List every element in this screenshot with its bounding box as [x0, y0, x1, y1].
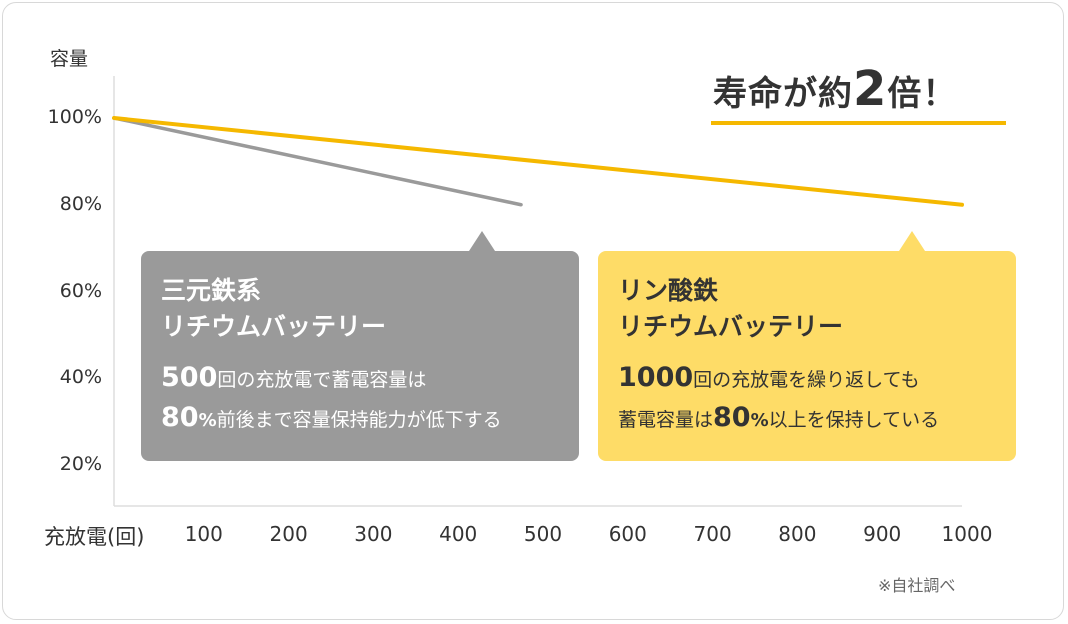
callout-ncm-pct-sign: %: [198, 410, 217, 431]
headline-post: 倍！: [887, 74, 958, 114]
x-tick-label: 100: [184, 522, 223, 546]
callout-pointer-lfp: [899, 231, 925, 251]
callout-lfp-line1: 1000回の充放電を繰り返しても: [618, 359, 996, 399]
x-tick-label: 900: [863, 522, 902, 546]
callout-ncm-count: 500: [161, 362, 218, 393]
callout-lfp-count: 1000: [618, 362, 694, 393]
callout-ncm-pct-num: 80: [161, 402, 199, 433]
callout-ncm-title1: 三元鉄系: [161, 276, 262, 305]
callout-ncm-line2: 80%前後まで容量保持能力が低下する: [161, 399, 559, 439]
callout-lfp-line2-rest: 以上を保持している: [768, 409, 940, 431]
callout-lfp-pct-sign: %: [750, 410, 769, 431]
x-tick-label: 300: [354, 522, 393, 546]
callout-lfp-title1: リン酸鉄: [618, 276, 719, 305]
x-tick-label: 1000: [941, 522, 993, 546]
x-axis-title: 充放電(回): [44, 525, 145, 549]
headline: 寿命が約2倍！: [713, 61, 957, 117]
callout-ncm: 三元鉄系 リチウムバッテリー 500回の充放電で蓄電容量は 80%前後まで容量保…: [141, 251, 579, 461]
callout-lfp-line2-pre: 蓄電容量は: [618, 409, 714, 431]
x-tick-label: 700: [693, 522, 732, 546]
callout-lfp-body: 1000回の充放電を繰り返しても 蓄電容量は80%以上を保持している: [618, 359, 996, 439]
y-axis-title: 容量: [50, 48, 89, 70]
callout-ncm-body: 500回の充放電で蓄電容量は 80%前後まで容量保持能力が低下する: [161, 359, 559, 439]
callout-pointer-ncm: [469, 231, 495, 251]
x-tick-label: 500: [523, 522, 563, 546]
callout-lfp-title2: リチウムバッテリー: [618, 312, 844, 341]
callout-ncm-line2-rest: 前後まで容量保持能力が低下する: [216, 409, 502, 431]
x-tick-label: 400: [439, 522, 478, 546]
callout-ncm-line1: 500回の充放電で蓄電容量は: [161, 359, 559, 399]
y-tick-label: 100%: [47, 106, 102, 128]
x-tick-label: 200: [269, 522, 308, 546]
callout-lfp-pct-num: 80: [713, 402, 751, 433]
callout-ncm-line1-rest: 回の充放電で蓄電容量は: [217, 369, 427, 391]
callout-ncm-title2: リチウムバッテリー: [161, 312, 387, 341]
series-line-lfp: [112, 116, 964, 207]
x-tick-label: 800: [778, 522, 817, 546]
headline-underline: [711, 121, 1006, 125]
y-tick-label: 60%: [59, 279, 102, 302]
callout-lfp: リン酸鉄 リチウムバッテリー 1000回の充放電を繰り返しても 蓄電容量は80%…: [598, 251, 1016, 461]
y-tick-label: 40%: [59, 366, 102, 389]
footnote: ※自社調べ: [878, 576, 956, 595]
x-tick-label: 600: [608, 522, 647, 546]
y-tick-label: 20%: [59, 453, 102, 475]
series-line-ncm: [112, 116, 523, 207]
headline-big: 2: [853, 61, 888, 117]
headline-pre: 寿命が約: [713, 74, 853, 114]
callout-lfp-line2: 蓄電容量は80%以上を保持している: [618, 399, 996, 439]
y-tick-label: 80%: [59, 192, 102, 215]
callout-lfp-line1-rest: 回の充放電を繰り返しても: [693, 369, 920, 391]
